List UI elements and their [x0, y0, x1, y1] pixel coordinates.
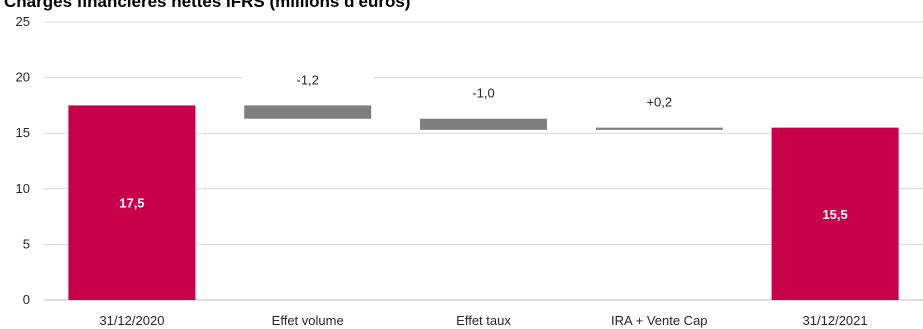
data-label-background [241, 65, 374, 94]
x-axis-categories: 31/12/2020 Effet volume Effet taux IRA + Ve… [99, 313, 867, 328]
data-label: +0,2 [646, 95, 672, 110]
y-tick-label: 0 [23, 292, 30, 307]
data-label: 15,5 [822, 207, 847, 222]
y-tick-label: 5 [23, 236, 30, 251]
y-tick-label: 20 [16, 70, 30, 85]
delta-bar [244, 105, 372, 119]
y-tick-label: 15 [16, 125, 30, 140]
x-category-label: 31/12/2021 [803, 313, 868, 328]
x-category-label: Effet taux [456, 313, 511, 328]
x-category-label: 31/12/2020 [99, 313, 164, 328]
data-labels: 17,5 -1,2 -1,0 +0,2 15,5 [119, 65, 848, 222]
delta-bar [595, 127, 723, 130]
y-tick-label: 10 [16, 181, 30, 196]
data-label-background [417, 78, 550, 107]
bars [68, 105, 899, 301]
total-bar [68, 105, 196, 301]
data-label: -1,2 [296, 72, 318, 87]
chart-title: Charges financières nettes IFRS (million… [4, 0, 411, 11]
data-label: -1,0 [472, 86, 494, 101]
y-axis-ticks: 0 5 10 15 20 25 [16, 14, 30, 307]
total-bar [771, 127, 899, 300]
x-category-label: Effet volume [272, 313, 344, 328]
data-label: 17,5 [119, 196, 144, 211]
delta-bar [420, 118, 547, 130]
data-label-background [593, 87, 726, 116]
x-category-label: IRA + Vente Cap [611, 313, 707, 328]
y-tick-label: 25 [16, 14, 30, 29]
